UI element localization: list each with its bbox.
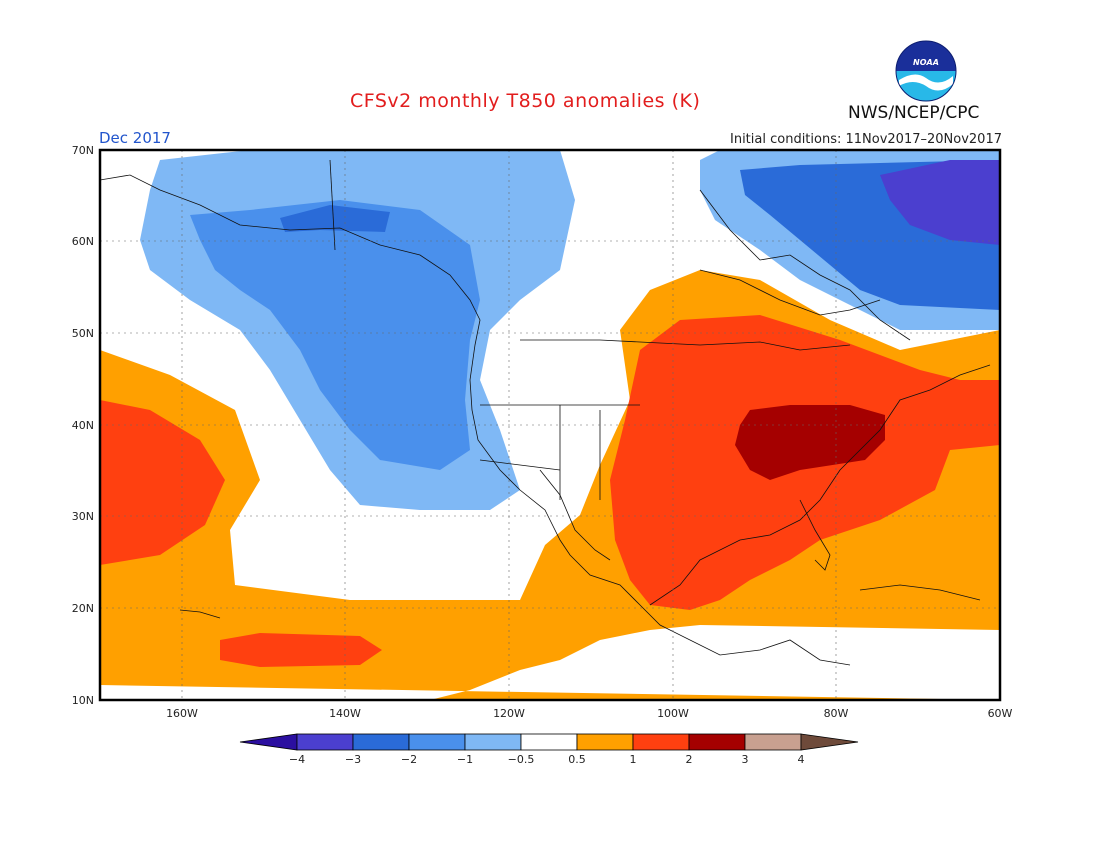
colorbar-label: 0.5 bbox=[568, 753, 586, 766]
colorbar-label: 1 bbox=[630, 753, 637, 766]
colorbar-label: 3 bbox=[742, 753, 749, 766]
colorbar-swatch bbox=[632, 733, 690, 751]
colorbar-swatch bbox=[576, 733, 634, 751]
colorbar-labels: −4 −3 −2 −1 −0.5 0.5 1 2 3 4 bbox=[289, 753, 805, 766]
colorbar-label: −0.5 bbox=[508, 753, 535, 766]
colorbar-swatch bbox=[744, 733, 802, 751]
colorbar-swatch bbox=[688, 733, 746, 751]
colorbar-label: −2 bbox=[401, 753, 417, 766]
colorbar bbox=[239, 733, 859, 751]
colorbar-swatch bbox=[408, 733, 466, 751]
lon-label: 160W bbox=[166, 707, 198, 720]
lat-label: 40N bbox=[72, 419, 94, 432]
lat-label: 10N bbox=[72, 694, 94, 707]
map-frame bbox=[98, 148, 1002, 702]
agency-label: NWS/NCEP/CPC bbox=[848, 103, 980, 123]
lat-label: 20N bbox=[72, 602, 94, 615]
coastline-outline bbox=[100, 159, 991, 666]
colorbar-label: −3 bbox=[345, 753, 361, 766]
colorbar-swatch bbox=[464, 733, 522, 751]
map-title: CFSv2 monthly T850 anomalies (K) bbox=[350, 90, 701, 112]
lat-label: 70N bbox=[72, 144, 94, 157]
forecast-month: Dec 2017 bbox=[99, 129, 171, 147]
colorbar-arrow-low bbox=[239, 733, 298, 751]
colorbar-arrow-high bbox=[800, 733, 859, 751]
lon-label: 140W bbox=[329, 707, 361, 720]
lat-label: 50N bbox=[72, 327, 94, 340]
lon-label: 60W bbox=[988, 707, 1013, 720]
colorbar-label: −1 bbox=[457, 753, 473, 766]
lat-label: 30N bbox=[72, 510, 94, 523]
initial-conditions: Initial conditions: 11Nov2017–20Nov2017 bbox=[730, 132, 1002, 147]
lon-label: 80W bbox=[824, 707, 849, 720]
graticule bbox=[100, 150, 1000, 700]
colorbar-swatch bbox=[352, 733, 410, 751]
lon-axis: 160W 140W 120W 100W 80W 60W bbox=[166, 707, 1012, 720]
lat-label: 60N bbox=[72, 235, 94, 248]
colorbar-label: 4 bbox=[798, 753, 805, 766]
lon-label: 100W bbox=[657, 707, 689, 720]
colorbar-label: 2 bbox=[686, 753, 693, 766]
colorbar-swatch bbox=[296, 733, 354, 751]
colorbar-swatch bbox=[520, 733, 578, 751]
svg-text:NOAA: NOAA bbox=[913, 58, 939, 67]
noaa-logo-icon: NOAA bbox=[895, 40, 957, 102]
colorbar-label: −4 bbox=[289, 753, 305, 766]
lon-label: 120W bbox=[493, 707, 525, 720]
lat-axis: 70N 60N 50N 40N 30N 20N 10N bbox=[72, 144, 94, 707]
